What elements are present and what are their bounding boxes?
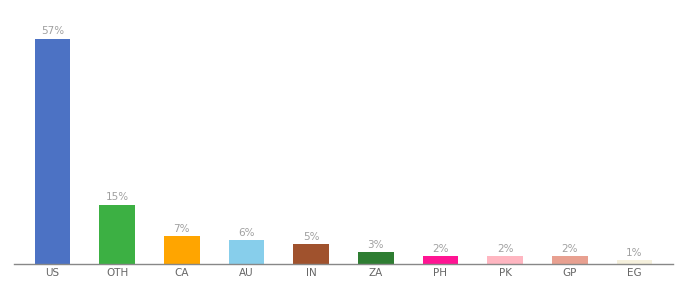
Bar bbox=[99, 205, 135, 264]
Bar bbox=[35, 39, 70, 264]
Text: 2%: 2% bbox=[562, 244, 578, 254]
Bar bbox=[164, 236, 199, 264]
Text: 5%: 5% bbox=[303, 232, 320, 242]
Bar bbox=[358, 252, 394, 264]
Text: 2%: 2% bbox=[432, 244, 449, 254]
Bar bbox=[293, 244, 329, 264]
Bar bbox=[552, 256, 588, 264]
Text: 3%: 3% bbox=[367, 240, 384, 250]
Text: 57%: 57% bbox=[41, 26, 64, 36]
Text: 6%: 6% bbox=[238, 228, 254, 238]
Text: 15%: 15% bbox=[105, 192, 129, 202]
Text: 1%: 1% bbox=[626, 248, 643, 258]
Text: 7%: 7% bbox=[173, 224, 190, 234]
Bar bbox=[228, 240, 265, 264]
Bar bbox=[617, 260, 652, 264]
Bar bbox=[488, 256, 523, 264]
Text: 2%: 2% bbox=[497, 244, 513, 254]
Bar bbox=[422, 256, 458, 264]
